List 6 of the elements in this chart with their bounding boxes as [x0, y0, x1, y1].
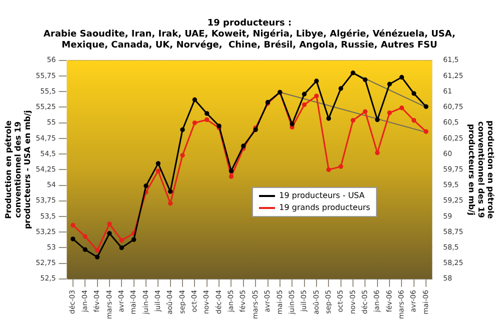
chart-subtitle: Arabie Saoudite, Iran, Irak, UAE, Koweit, Nigéria, Libye, Algérie, Vénézuela, USA, Mexique, Canada, UK, Norvége, Chine, Brésil, Angola, Russie, Autres FSU: [44, 28, 456, 50]
y2-axis-title: production en pétrole conventionnel des 19 producteurs en mb/j: [466, 120, 496, 220]
chart-title: 19 producteurs :: [207, 18, 292, 29]
legend-label: 19 grands producteurs: [279, 202, 370, 214]
y-axis-title: Production en pétrole conventionnel des 19 producteurs - USA en mb/j: [4, 110, 32, 230]
legend-label: 19 producteurs - USA: [279, 190, 365, 202]
